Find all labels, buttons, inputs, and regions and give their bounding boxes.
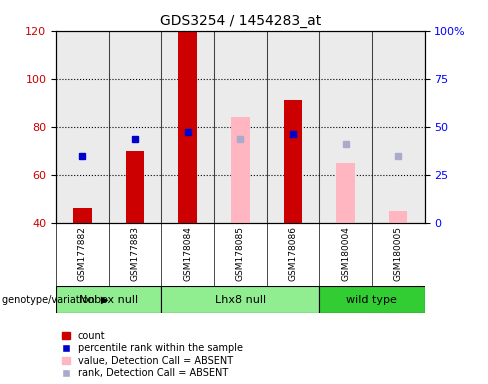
Text: GSM180004: GSM180004 — [341, 226, 350, 281]
Title: GDS3254 / 1454283_at: GDS3254 / 1454283_at — [160, 14, 321, 28]
Bar — [126, 151, 144, 223]
Bar — [284, 100, 302, 223]
Text: genotype/variation  ▶: genotype/variation ▶ — [2, 295, 109, 305]
Bar — [56, 31, 109, 223]
Legend: count, percentile rank within the sample, value, Detection Call = ABSENT, rank, : count, percentile rank within the sample… — [61, 330, 244, 379]
Bar — [179, 31, 197, 223]
Text: GSM177883: GSM177883 — [131, 226, 140, 281]
Text: GSM178084: GSM178084 — [183, 226, 192, 281]
Bar — [162, 31, 214, 223]
Bar — [336, 163, 355, 223]
Bar — [231, 117, 249, 223]
Bar — [319, 31, 372, 223]
Text: GSM178085: GSM178085 — [236, 226, 245, 281]
Bar — [109, 31, 162, 223]
Text: Nobox null: Nobox null — [79, 295, 138, 305]
Bar — [162, 286, 319, 313]
Bar — [372, 31, 425, 223]
Bar — [56, 286, 162, 313]
Bar — [73, 208, 92, 223]
Bar — [214, 31, 266, 223]
Text: GSM177882: GSM177882 — [78, 226, 87, 281]
Text: Lhx8 null: Lhx8 null — [215, 295, 266, 305]
Bar — [319, 286, 425, 313]
Bar — [389, 211, 407, 223]
Text: GSM180005: GSM180005 — [394, 226, 403, 281]
Text: GSM178086: GSM178086 — [288, 226, 298, 281]
Text: wild type: wild type — [346, 295, 397, 305]
Bar — [266, 31, 319, 223]
